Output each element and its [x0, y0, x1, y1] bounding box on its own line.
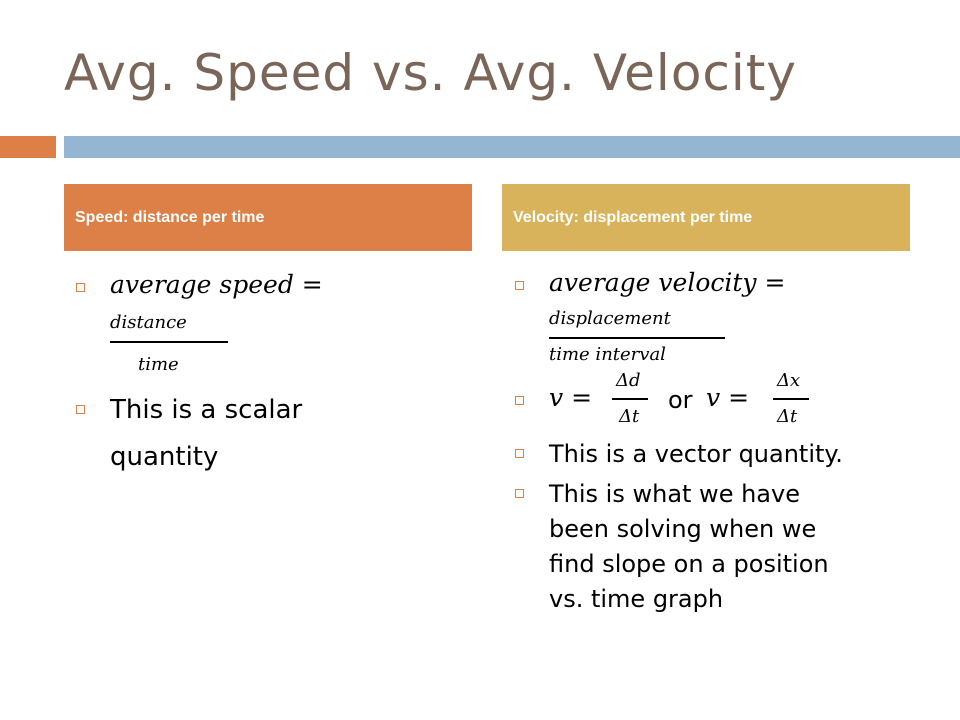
- delta-d: Δd: [616, 370, 641, 391]
- v-equals-2: v =: [706, 383, 750, 412]
- velocity-header-label: Velocity: displacement per time: [513, 208, 753, 226]
- velocity-fraction-bar: [549, 337, 725, 339]
- speed-formula-denominator: time: [138, 354, 179, 375]
- speed-formula-numerator: distance: [110, 312, 187, 333]
- v-equals-1: v =: [549, 383, 593, 412]
- bullet-icon: [515, 281, 524, 290]
- delta-x: Δx: [777, 370, 801, 391]
- slide-title: Avg. Speed vs. Avg. Velocity: [64, 44, 797, 102]
- speed-header: Speed: distance per time: [64, 184, 472, 251]
- bullet-icon: [76, 283, 85, 292]
- scalar-text-line2: quantity: [110, 442, 219, 472]
- speed-formula-lhs: average speed =: [110, 270, 323, 299]
- velocity-formula-denominator: time interval: [549, 344, 666, 365]
- slope-text-line2: been solving when we: [549, 515, 817, 543]
- scalar-text-line1: This is a scalar: [110, 395, 303, 425]
- slope-text-line4: vs. time graph: [549, 585, 724, 613]
- vector-text: This is a vector quantity.: [549, 440, 843, 468]
- speed-header-label: Speed: distance per time: [75, 208, 265, 226]
- bullet-icon: [515, 449, 524, 458]
- slope-text-line1: This is what we have: [549, 480, 800, 508]
- delta-t-2: Δt: [777, 406, 798, 427]
- or-text: or: [668, 386, 693, 414]
- bullet-icon: [76, 405, 85, 414]
- accent-bar-blue: [64, 136, 960, 158]
- velocity-header: Velocity: displacement per time: [502, 184, 910, 251]
- speed-fraction-bar: [110, 341, 228, 343]
- bullet-icon: [515, 396, 524, 405]
- fraction-bar-2: [773, 398, 809, 400]
- slope-text-line3: find slope on a position: [549, 550, 829, 578]
- accent-bar-orange: [0, 136, 56, 158]
- velocity-formula-numerator: displacement: [549, 308, 671, 329]
- velocity-formula-lhs: average velocity =: [549, 268, 786, 297]
- bullet-icon: [515, 489, 524, 498]
- fraction-bar-1: [612, 398, 648, 400]
- delta-t-1: Δt: [619, 406, 640, 427]
